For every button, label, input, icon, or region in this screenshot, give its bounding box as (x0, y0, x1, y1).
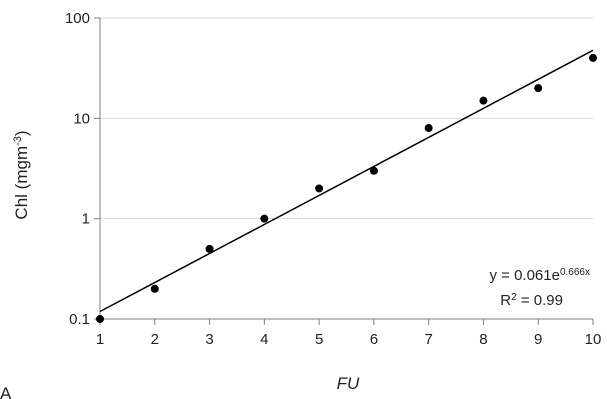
trend-equation: y = 0.061e0.666x (489, 267, 590, 285)
y-tick-label: 10 (73, 110, 90, 127)
grid-lines (100, 17, 593, 220)
data-point (150, 284, 159, 293)
exponential-trendline (99, 49, 594, 313)
data-point (479, 96, 488, 105)
data-point (260, 214, 269, 223)
data-point (315, 184, 324, 193)
y-axis-title: Chl (mgm-3) (12, 130, 31, 219)
y-tick-labels: 0.1 1 10 100 (65, 10, 90, 328)
trendline-group (99, 49, 594, 313)
x-tick-label: 6 (370, 331, 378, 348)
data-point (424, 124, 433, 133)
axes (99, 18, 593, 320)
x-tick-label: 5 (315, 331, 323, 348)
tick-marks (94, 17, 594, 325)
x-tick-label: 4 (260, 331, 268, 348)
data-point (205, 244, 214, 253)
panel-label: A (0, 384, 12, 399)
x-tick-label: 10 (585, 331, 602, 348)
x-tick-label: 7 (424, 331, 432, 348)
x-tick-label: 8 (479, 331, 487, 348)
r-squared: R2 = 0.99 (500, 292, 563, 310)
x-axis-title: FU (337, 374, 360, 393)
data-point (534, 84, 543, 93)
x-tick-label: 1 (96, 331, 104, 348)
x-tick-label: 9 (534, 331, 542, 348)
data-points (96, 53, 597, 323)
x-tick-label: 3 (205, 331, 213, 348)
data-point (96, 315, 104, 323)
y-tick-label: 100 (65, 10, 90, 27)
data-point (589, 53, 597, 62)
data-point (369, 166, 378, 175)
x-tick-label: 2 (151, 331, 159, 348)
y-tick-label: 0.1 (69, 311, 90, 328)
y-tick-label: 1 (82, 211, 90, 228)
x-tick-labels: 1 2 3 4 5 6 7 8 9 10 (96, 331, 602, 348)
